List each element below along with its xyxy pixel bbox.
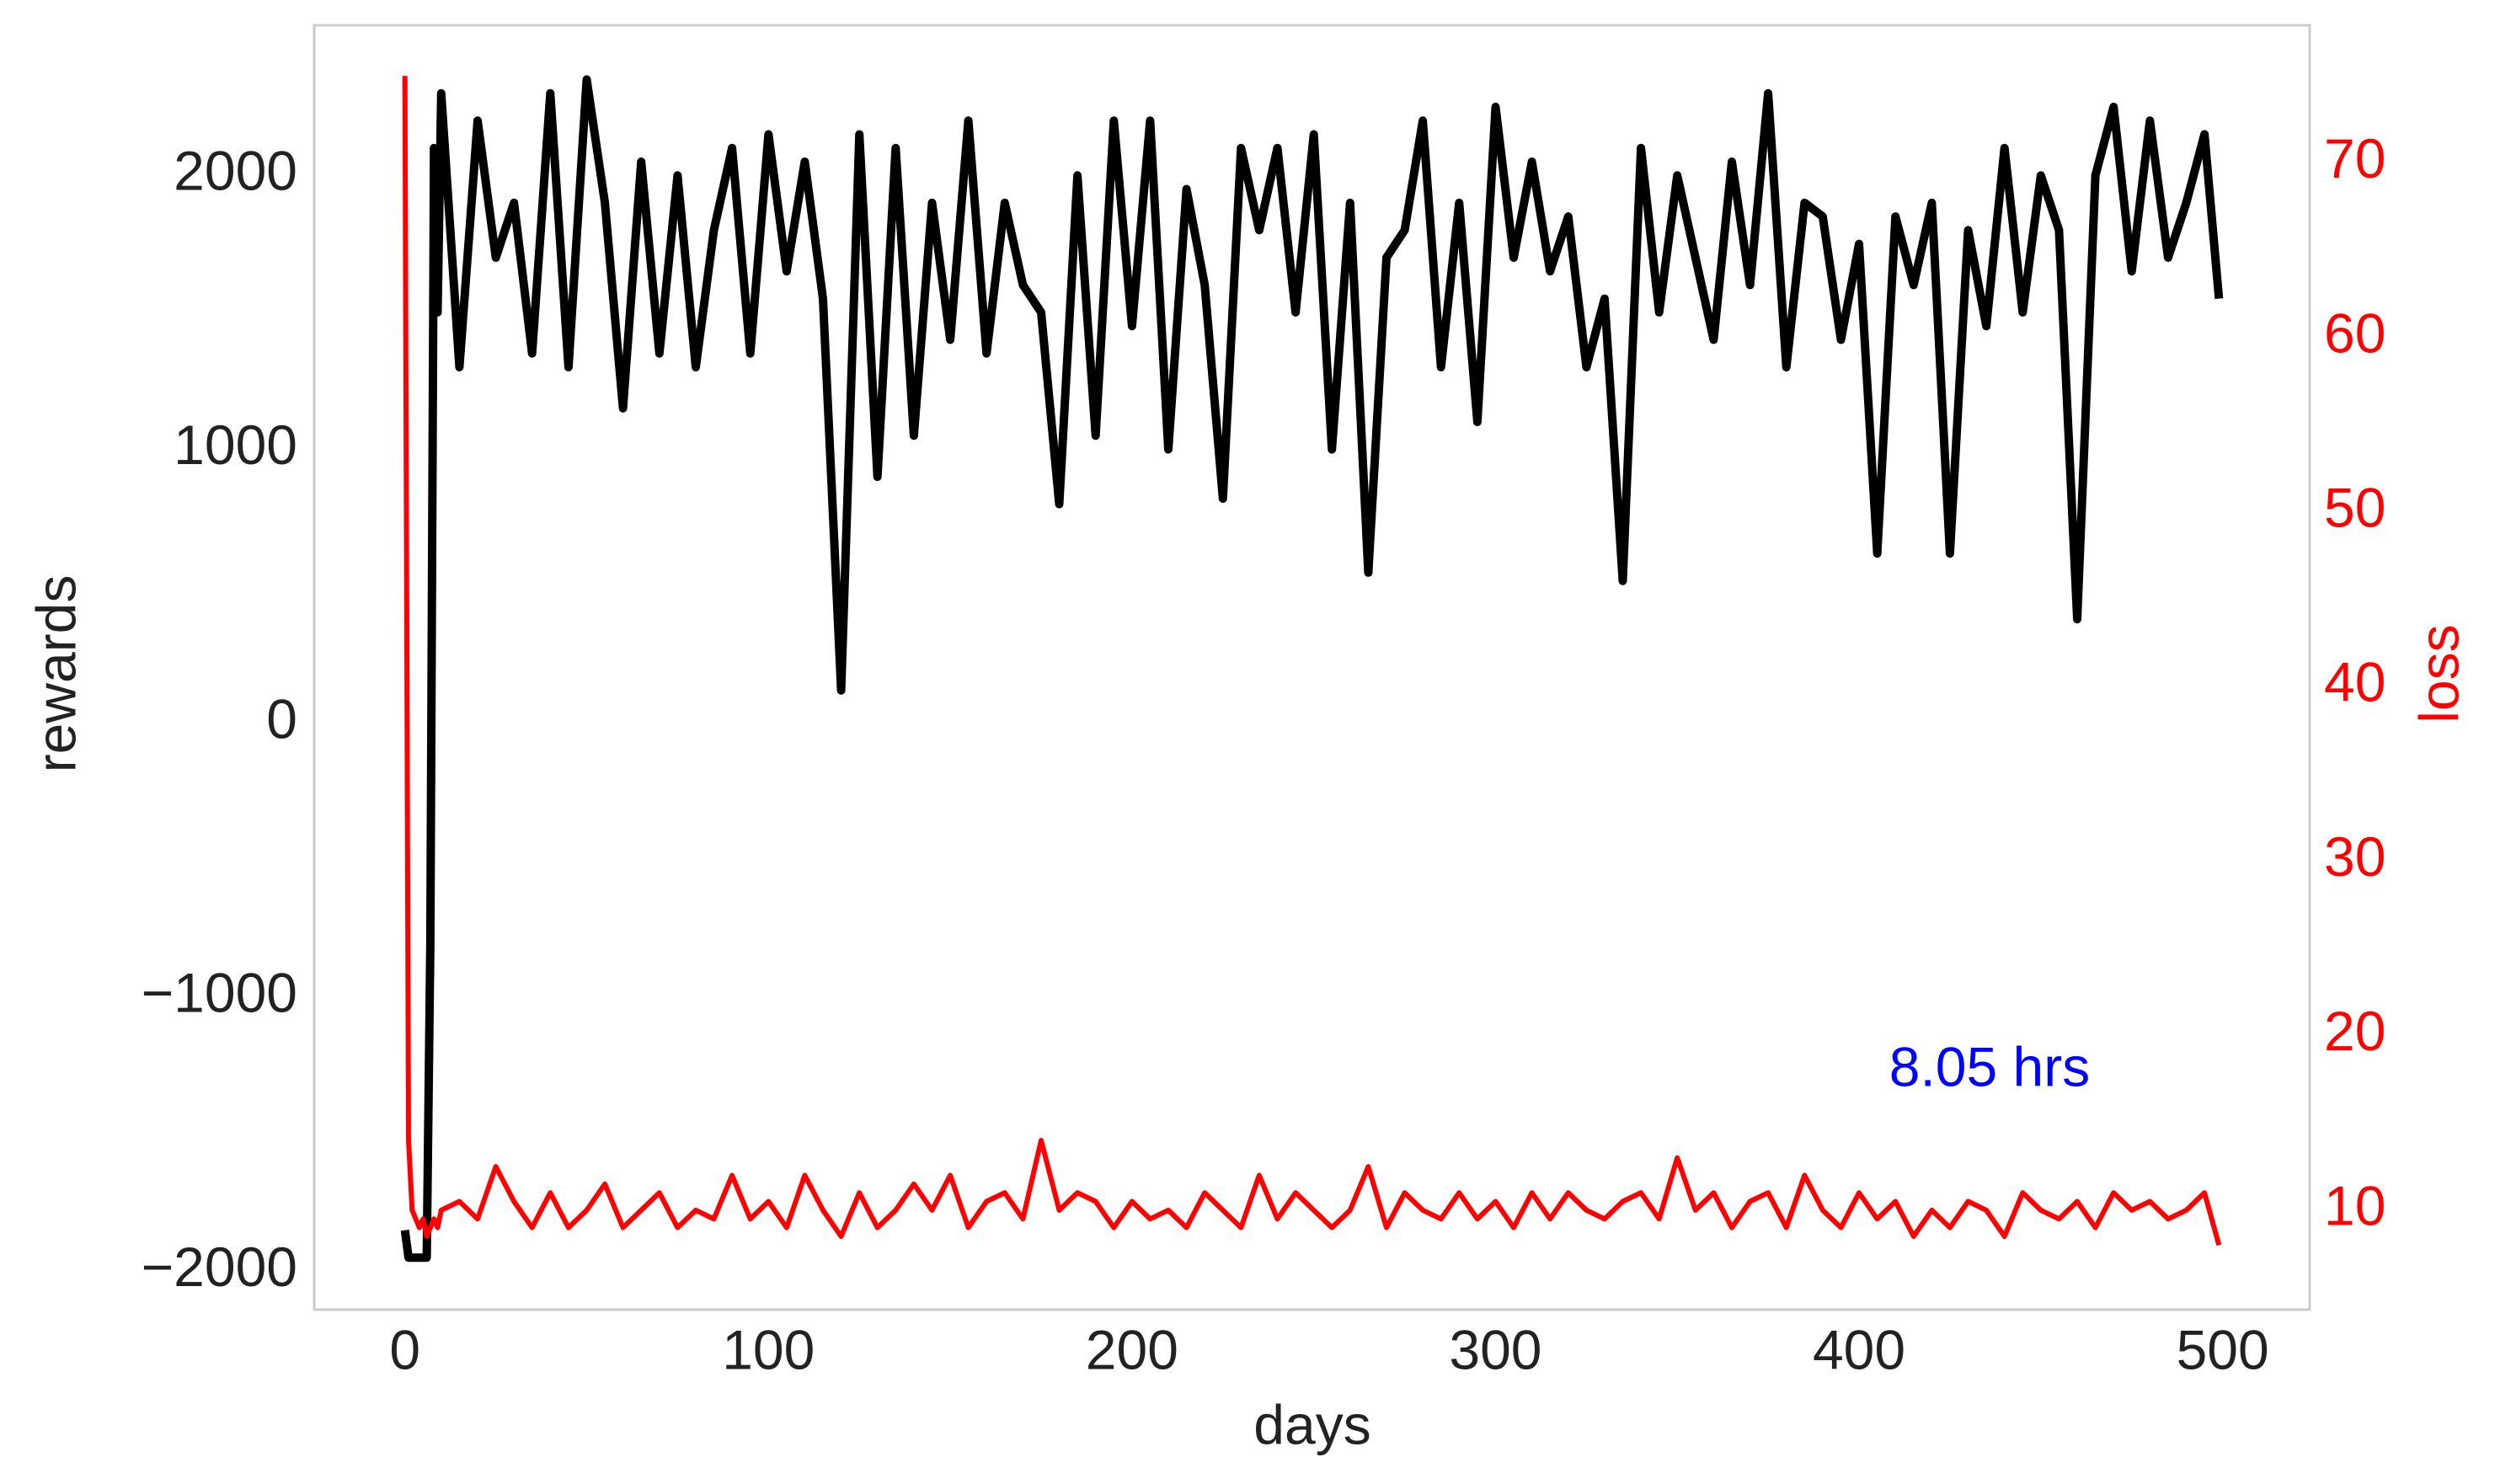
series-line	[402, 76, 2222, 1246]
x-tick-label: 100	[722, 1318, 815, 1380]
y-tick-label: −2000	[142, 1236, 297, 1298]
plot-frame	[313, 24, 2311, 1311]
y-axis-label: rewards	[24, 575, 87, 773]
y-tick-label: 1000	[174, 414, 297, 476]
series-line	[400, 75, 2224, 1262]
y2-tick-label: 20	[2324, 1000, 2385, 1062]
y-tick-label: 0	[266, 687, 297, 750]
y2-tick-label: 60	[2324, 302, 2385, 364]
y2-tick-label: 50	[2324, 477, 2385, 539]
x-tick-label: 500	[2177, 1318, 2269, 1380]
x-axis-label: days	[1253, 1393, 1370, 1455]
y-tick-label: −1000	[142, 962, 297, 1024]
x-tick-label: 300	[1449, 1318, 1541, 1380]
x-tick-label: 200	[1086, 1318, 1178, 1380]
y2-tick-label: 30	[2324, 825, 2385, 888]
x-tick-label: 400	[1813, 1318, 1905, 1380]
x-tick-label: 0	[389, 1318, 420, 1380]
annotation: 8.05 hrs	[1889, 1035, 2090, 1097]
y2-tick-label: 40	[2324, 651, 2385, 713]
y2-tick-label: 10	[2324, 1174, 2385, 1236]
y2-tick-label: 70	[2324, 127, 2385, 190]
y2-axis-label: loss	[2407, 624, 2470, 723]
y-tick-label: 2000	[174, 140, 297, 202]
